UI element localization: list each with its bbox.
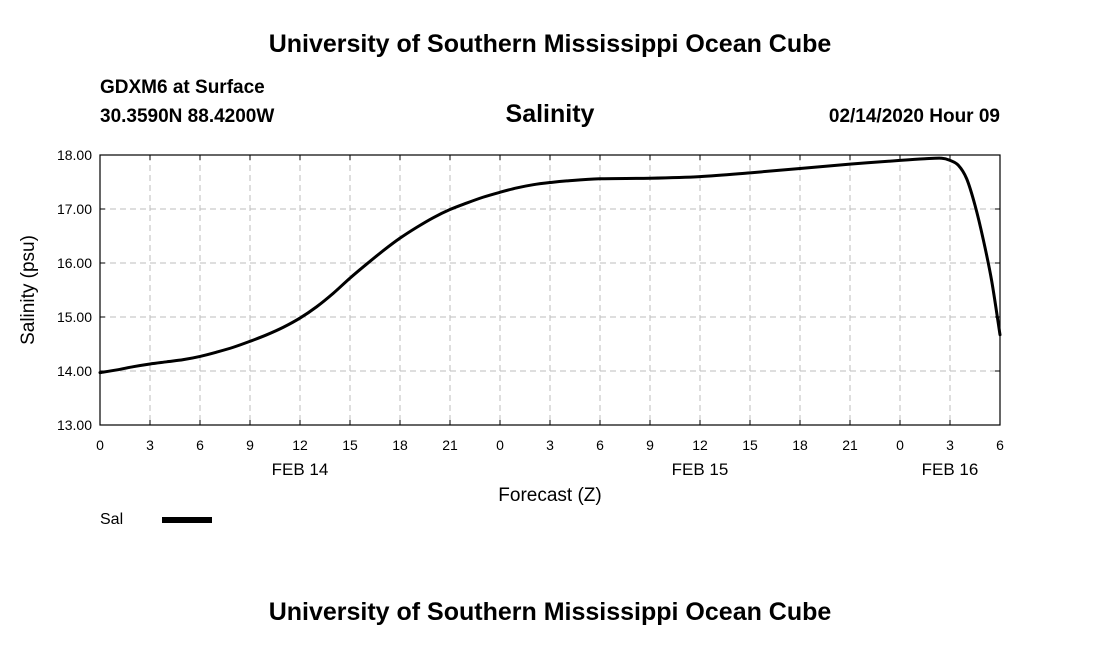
y-axis-label: Salinity (psu) — [18, 235, 39, 345]
x-tick-label: 12 — [692, 437, 708, 453]
y-tick-label: 16.00 — [57, 255, 92, 271]
x-tick-label: 18 — [392, 437, 408, 453]
x-tick-label: 6 — [596, 437, 604, 453]
coordinates-label: 30.3590N 88.4200W — [100, 106, 275, 127]
x-tick-label: 0 — [96, 437, 104, 453]
legend-label: Sal — [100, 511, 123, 528]
y-tick-label: 15.00 — [57, 309, 92, 325]
y-tick-label: 14.00 — [57, 363, 92, 379]
chart-title: Salinity — [505, 100, 595, 128]
y-tick-label: 18.00 — [57, 147, 92, 163]
date-label: FEB 14 — [272, 460, 329, 479]
y-tick-label: 13.00 — [57, 417, 92, 433]
x-tick-label: 21 — [842, 437, 858, 453]
x-axis-label: Forecast (Z) — [498, 485, 601, 506]
date-label: FEB 15 — [672, 460, 729, 479]
x-tick-label: 15 — [342, 437, 358, 453]
x-tick-label: 9 — [246, 437, 254, 453]
timestamp-label: 02/14/2020 Hour 09 — [828, 106, 1000, 127]
y-tick-label: 17.00 — [57, 201, 92, 217]
page-title: University of Southern Mississippi Ocean… — [268, 30, 832, 58]
x-tick-label: 3 — [146, 437, 154, 453]
station-label: GDXM6 at Surface — [100, 77, 265, 98]
x-tick-label: 9 — [646, 437, 654, 453]
x-tick-label: 3 — [546, 437, 554, 453]
x-tick-label: 3 — [946, 437, 954, 453]
x-tick-label: 6 — [196, 437, 204, 453]
x-tick-label: 15 — [742, 437, 758, 453]
x-tick-label: 0 — [496, 437, 504, 453]
x-tick-label: 18 — [792, 437, 808, 453]
series-line-sal — [98, 156, 1002, 375]
x-tick-label: 12 — [292, 437, 308, 453]
footer-title: University of Southern Mississippi Ocean… — [268, 598, 832, 626]
x-tick-label: 21 — [442, 437, 458, 453]
date-label: FEB 16 — [922, 460, 979, 479]
x-tick-label: 0 — [896, 437, 904, 453]
x-tick-label: 6 — [996, 437, 1004, 453]
